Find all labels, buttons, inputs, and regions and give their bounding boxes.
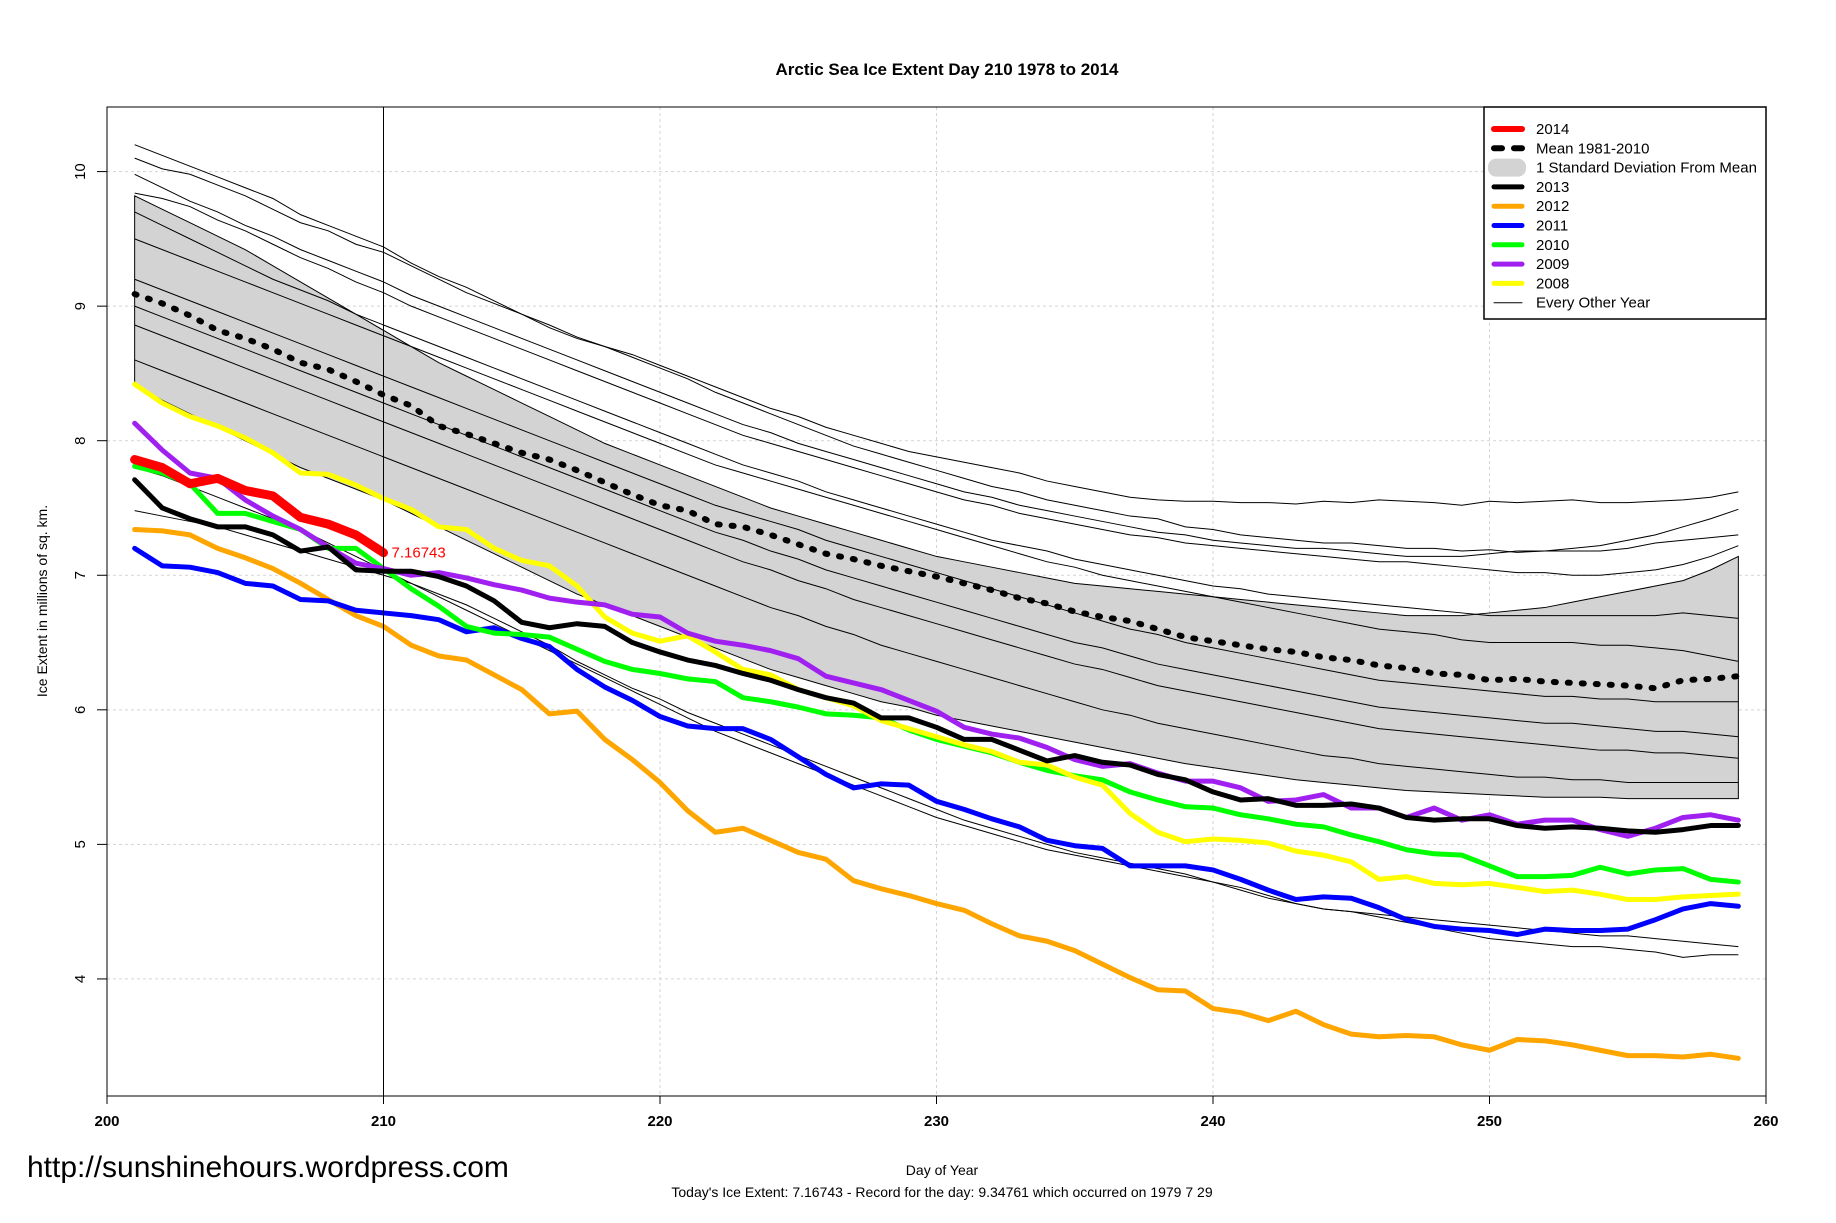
legend-label: 2011 [1536,218,1568,235]
series-line-2008 [132,381,1741,903]
other-year-line [134,173,1739,557]
legend-label: 2012 [1536,198,1569,215]
other-year-line [134,278,1739,703]
legend-label: 2009 [1536,256,1569,273]
other-year-line [134,211,1739,619]
other-year-line [134,305,1739,738]
y-tick-label: 5 [72,840,89,848]
x-axis-label: Day of Year [906,1162,979,1178]
every-other-year-lines [134,144,1739,958]
highlighted-series [130,291,1742,1061]
std-band [134,195,1739,800]
y-tick-label: 9 [72,302,89,310]
legend-label: 2014 [1536,121,1569,138]
series-line-2011 [132,545,1741,938]
x-tick-label: 250 [1477,1113,1502,1130]
x-tick-label: 220 [647,1113,672,1130]
current-value-label: 7.16743 [392,545,446,562]
x-tick-label: 210 [371,1113,396,1130]
x-tick-label: 200 [94,1113,119,1130]
y-tick-label: 4 [72,975,89,983]
legend-label: 1 Standard Deviation From Mean [1536,160,1757,177]
series-line-2012 [132,527,1741,1061]
legend-box [1483,106,1767,320]
other-year-line [134,324,1739,759]
other-year-line [134,238,1739,662]
other-year-line [134,359,1739,783]
series-line-2013 [132,477,1741,835]
legend-label: Mean 1981-2010 [1536,140,1649,157]
y-axis-label: Ice Extent in millions of sq. km. [34,505,50,697]
legend-swatch-band [1488,158,1526,177]
other-year-line [134,467,1739,948]
y-tick-label: 6 [72,706,89,714]
other-year-line [134,157,1739,553]
x-tick-label: 240 [1200,1113,1225,1130]
y-axis: 4 5 6 7 8 9 10 [72,163,107,983]
y-tick-label: 10 [72,163,89,180]
chart-title: Arctic Sea Ice Extent Day 210 1978 to 20… [775,60,1119,79]
legend-label: 2008 [1536,275,1569,292]
y-tick-label: 8 [72,437,89,445]
series-line-mean-1981-2010 [131,291,1742,692]
x-tick-label: 230 [924,1113,949,1130]
y-tick-label: 7 [72,571,89,579]
chart-subtitle: Today's Ice Extent: 7.16743 - Record for… [671,1184,1212,1200]
x-tick-label: 260 [1753,1113,1778,1130]
watermark: http://sunshinehours.wordpress.com [27,1151,509,1184]
legend-label: 2013 [1536,179,1569,196]
std-deviation-band [134,195,1739,800]
series-line-2014 [130,455,388,558]
x-axis: 200 210 220 230 240 250 260 [94,1096,1779,1130]
other-year-line [134,144,1739,506]
other-year-line [134,192,1739,576]
series-line-2010 [132,463,1741,885]
legend-label: 2010 [1536,237,1569,254]
legend-label: Every Other Year [1536,295,1650,312]
legend: 2014 Mean 1981-2010 1 Standard Deviation F… [1483,106,1767,320]
